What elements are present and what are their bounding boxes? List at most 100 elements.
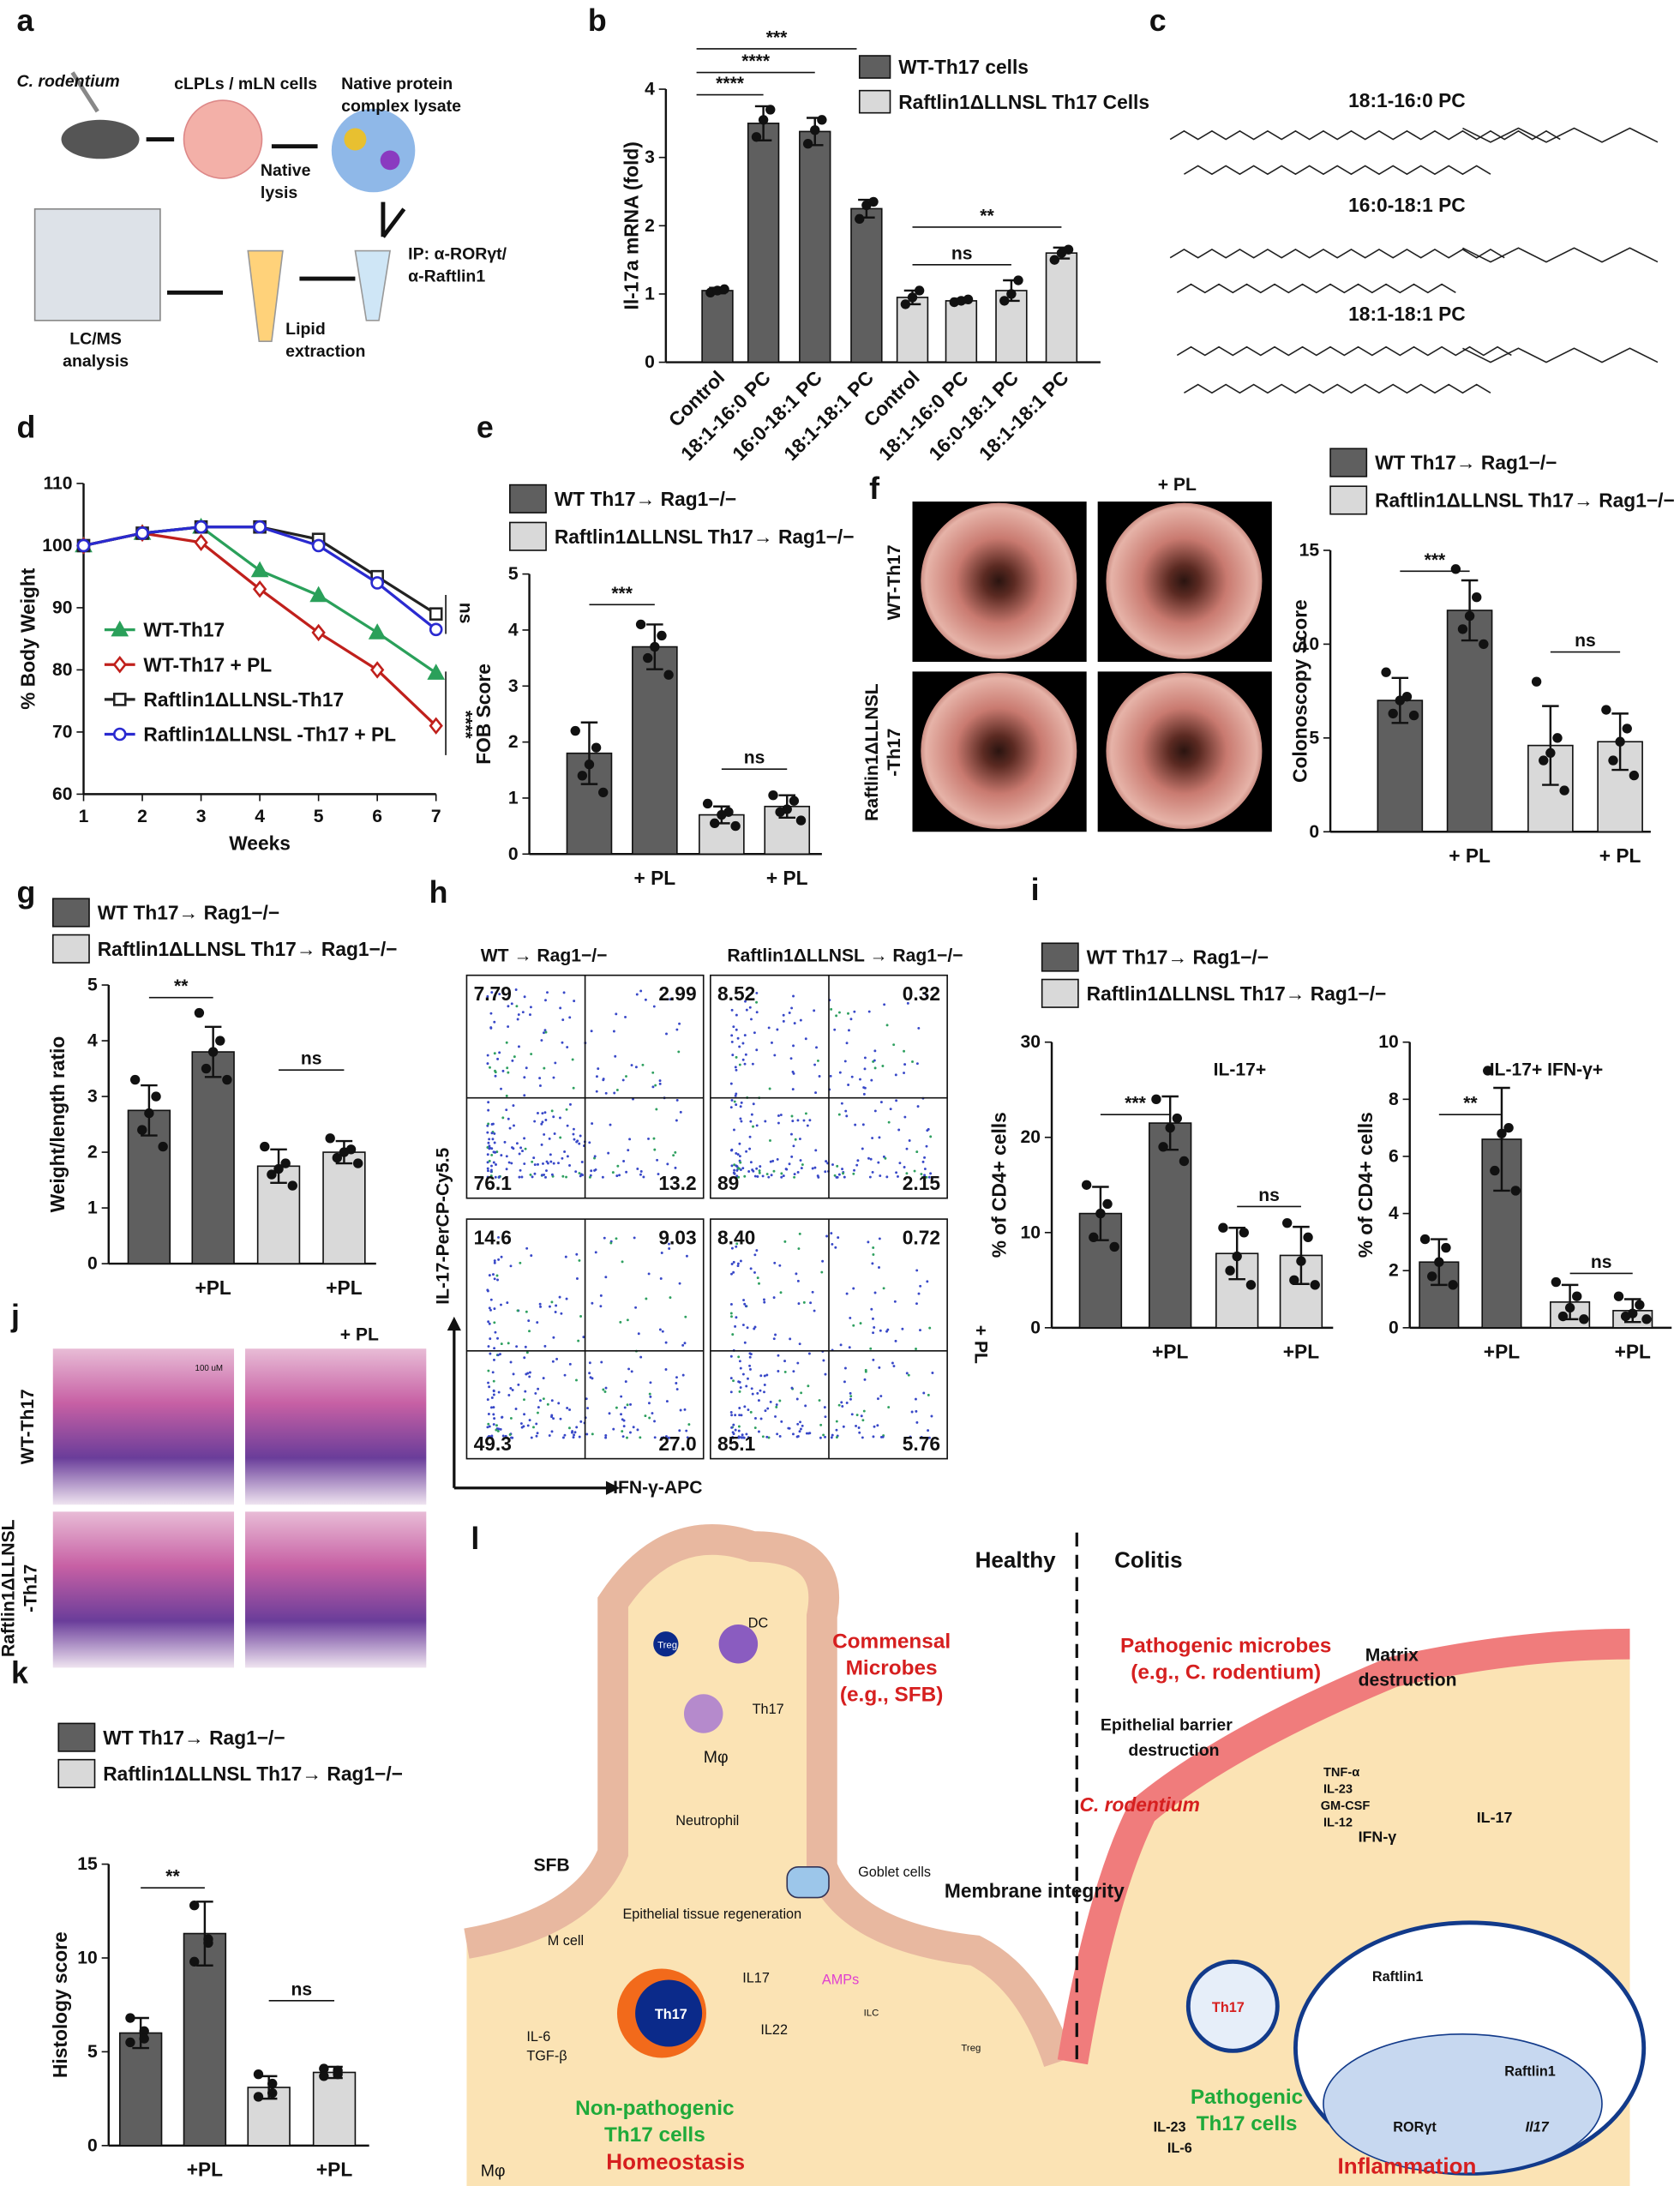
event-dot bbox=[519, 1261, 522, 1264]
event-dot bbox=[733, 1172, 736, 1175]
event-dot bbox=[539, 1399, 542, 1402]
panel-label: a bbox=[17, 3, 35, 38]
event-dot bbox=[729, 1377, 733, 1380]
event-dot bbox=[929, 1135, 933, 1138]
structure bbox=[1184, 165, 1491, 176]
data-point bbox=[1395, 695, 1406, 706]
event-dot bbox=[509, 1264, 513, 1268]
quadrant-value: 0.32 bbox=[903, 982, 940, 1005]
event-dot bbox=[799, 1159, 802, 1162]
event-dot bbox=[548, 1305, 551, 1308]
event-dot bbox=[530, 1254, 533, 1258]
event-dot bbox=[560, 1312, 563, 1315]
event-dot bbox=[669, 1296, 672, 1300]
event-dot bbox=[730, 1246, 734, 1250]
event-dot bbox=[621, 1430, 624, 1433]
event-dot bbox=[737, 1425, 741, 1428]
event-dot bbox=[835, 1014, 838, 1018]
event-dot bbox=[796, 1170, 800, 1174]
event-dot bbox=[903, 1166, 906, 1168]
event-dot bbox=[565, 1297, 568, 1300]
event-dot bbox=[524, 1147, 527, 1150]
event-dot bbox=[903, 1063, 907, 1066]
event-dot bbox=[521, 1011, 525, 1014]
event-dot bbox=[535, 1434, 538, 1438]
event-dot bbox=[730, 1414, 734, 1417]
event-dot bbox=[496, 1336, 499, 1340]
bar bbox=[701, 290, 734, 363]
data-point bbox=[817, 115, 827, 125]
event-dot bbox=[806, 1124, 809, 1127]
data-point bbox=[1551, 1276, 1562, 1288]
event-dot bbox=[730, 1098, 734, 1102]
event-dot bbox=[813, 1009, 816, 1012]
histology-image bbox=[52, 1511, 235, 1668]
event-dot bbox=[517, 1383, 520, 1386]
event-dot bbox=[816, 1059, 819, 1062]
event-dot bbox=[738, 1380, 741, 1384]
data-point bbox=[1109, 1241, 1119, 1252]
event-dot bbox=[493, 1132, 496, 1135]
event-dot bbox=[835, 1428, 838, 1432]
event-dot bbox=[788, 1011, 791, 1014]
event-dot bbox=[824, 1372, 827, 1376]
panel-label: g bbox=[17, 875, 36, 910]
event-dot bbox=[852, 1172, 855, 1175]
legend-swatch bbox=[51, 898, 90, 928]
data-point bbox=[137, 1125, 147, 1135]
event-dot bbox=[656, 1158, 659, 1162]
event-dot bbox=[493, 1277, 496, 1281]
event-dot bbox=[633, 1236, 636, 1240]
event-dot bbox=[784, 1168, 788, 1171]
event-dot bbox=[792, 994, 795, 998]
event-dot bbox=[763, 1384, 766, 1386]
event-dot bbox=[743, 1302, 747, 1306]
event-dot bbox=[908, 1139, 911, 1142]
event-dot bbox=[604, 1276, 608, 1279]
y-tick-label: 3 bbox=[87, 1087, 98, 1107]
event-dot bbox=[621, 1435, 625, 1438]
event-dot bbox=[903, 1049, 906, 1053]
event-dot bbox=[505, 1108, 508, 1112]
data-point bbox=[267, 2087, 278, 2099]
event-dot bbox=[493, 1052, 496, 1055]
data-point bbox=[1172, 1113, 1182, 1124]
data-point bbox=[802, 139, 813, 149]
significance-label: ** bbox=[980, 206, 994, 225]
legend-label: WT Th17→ Rag1−/− bbox=[1087, 946, 1269, 969]
x-tick-label: +PL bbox=[195, 1276, 231, 1299]
event-dot bbox=[735, 1316, 738, 1319]
label: lysis bbox=[261, 183, 298, 202]
x-tick-label: +PL bbox=[187, 2159, 223, 2181]
event-dot bbox=[536, 1411, 539, 1414]
event-dot bbox=[672, 1175, 675, 1179]
event-dot bbox=[501, 1069, 505, 1072]
event-dot bbox=[849, 1316, 852, 1319]
quadrant-value: 2.15 bbox=[903, 1172, 941, 1194]
event-dot bbox=[824, 1170, 827, 1174]
event-dot bbox=[733, 1168, 736, 1172]
label: DC bbox=[748, 1615, 769, 1630]
event-dot bbox=[534, 1391, 537, 1395]
event-dot bbox=[814, 1091, 818, 1095]
event-dot bbox=[732, 1379, 735, 1383]
label: WT-Th17 bbox=[18, 1389, 38, 1464]
event-dot bbox=[498, 993, 501, 996]
event-dot bbox=[669, 998, 672, 1001]
y-tick-label: 30 bbox=[1021, 1032, 1041, 1052]
event-dot bbox=[679, 1110, 682, 1114]
event-dot bbox=[575, 1277, 579, 1280]
x-tick-label: +PL bbox=[1484, 1341, 1520, 1363]
event-dot bbox=[570, 1431, 573, 1434]
data-point bbox=[1615, 736, 1625, 747]
data-point bbox=[1620, 1311, 1631, 1322]
significance-label: *** bbox=[766, 27, 788, 47]
structure bbox=[1169, 127, 1659, 143]
event-dot bbox=[747, 1408, 750, 1412]
event-dot bbox=[734, 1428, 737, 1432]
event-dot bbox=[493, 1347, 496, 1350]
data-point bbox=[1448, 1280, 1458, 1290]
event-dot bbox=[512, 1372, 515, 1376]
event-dot bbox=[686, 1436, 689, 1439]
event-dot bbox=[488, 1322, 491, 1325]
